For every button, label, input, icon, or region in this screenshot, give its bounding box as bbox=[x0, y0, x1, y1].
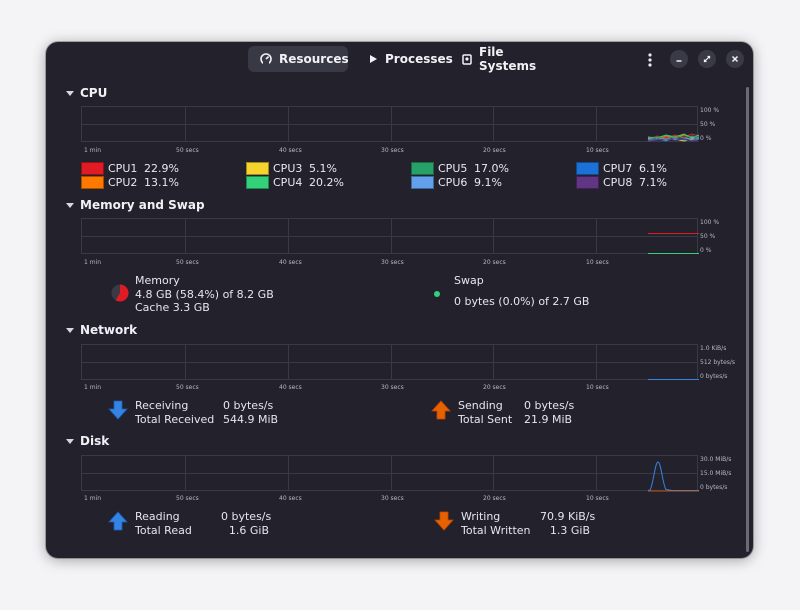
header-bar: Resources Processes File Systems bbox=[46, 42, 753, 78]
memory-label: Memory bbox=[135, 274, 180, 287]
tab-processes[interactable]: Processes bbox=[356, 46, 453, 72]
tab-file-systems-label: File Systems bbox=[479, 45, 537, 73]
network-graph bbox=[81, 344, 699, 380]
cpu-graph bbox=[81, 106, 699, 142]
send-arrow-icon bbox=[431, 400, 451, 424]
memory-history-lines bbox=[648, 233, 699, 254]
cpu-history-lines bbox=[647, 133, 699, 142]
write-arrow-icon bbox=[434, 511, 454, 535]
play-icon bbox=[368, 54, 378, 64]
maximize-button[interactable] bbox=[698, 50, 716, 68]
minimize-button[interactable] bbox=[670, 50, 688, 68]
cpu8-legend[interactable]: CPU8 7.1% bbox=[576, 176, 667, 189]
swap-label: Swap bbox=[454, 274, 484, 287]
color-swatch bbox=[576, 176, 599, 189]
disk-write-labels: Writing Total Written bbox=[461, 510, 531, 537]
memory-stats: Memory 4.8 GB (58.4%) of 8.2 GB Cache 3.… bbox=[135, 274, 274, 315]
network-send-values: 0 bytes/s 21.9 MiB bbox=[524, 399, 575, 426]
disk-time-axis: 1 min 50 secs 40 secs 30 secs 20 secs 10… bbox=[84, 495, 609, 502]
color-swatch bbox=[246, 176, 269, 189]
scrollbar[interactable] bbox=[746, 87, 749, 552]
close-icon bbox=[731, 55, 739, 63]
system-monitor-window: Resources Processes File Systems bbox=[46, 42, 753, 558]
network-history-lines bbox=[648, 379, 699, 380]
gauge-icon bbox=[260, 53, 272, 65]
disk-history-lines bbox=[647, 461, 699, 492]
network-send-labels: Sending Total Sent bbox=[458, 399, 513, 426]
color-swatch bbox=[81, 176, 104, 189]
cpu-section-title: CPU bbox=[80, 86, 108, 100]
cpu-y-axis: 100 % 50 % 0 % bbox=[700, 107, 720, 142]
swap-usage: 0 bytes (0.0%) of 2.7 GB bbox=[454, 294, 590, 308]
swap-stats: Swap 0 bytes (0.0%) of 2.7 GB bbox=[454, 274, 589, 308]
cpu6-legend[interactable]: CPU6 9.1% bbox=[411, 176, 502, 189]
memory-section-title: Memory and Swap bbox=[80, 198, 205, 212]
memory-time-axis: 1 min 50 secs 40 secs 30 secs 20 secs 10… bbox=[84, 259, 609, 266]
cpu7-legend[interactable]: CPU7 6.1% bbox=[576, 162, 667, 175]
memory-pie-icon bbox=[110, 283, 130, 307]
memory-usage: 4.8 GB (58.4%) of 8.2 GB bbox=[135, 287, 274, 301]
disk-read-labels: Reading Total Read bbox=[135, 510, 192, 537]
disk-icon bbox=[462, 53, 472, 65]
kebab-menu-icon bbox=[648, 53, 652, 67]
color-swatch bbox=[81, 162, 104, 175]
disk-y-axis: 30.0 MiB/s 15.0 MiB/s 0 bytes/s bbox=[700, 456, 732, 491]
disk-section-title: Disk bbox=[80, 434, 110, 448]
cpu3-legend[interactable]: CPU3 5.1% bbox=[246, 162, 337, 175]
expand-triangle-icon bbox=[66, 90, 74, 96]
expand-triangle-icon bbox=[66, 327, 74, 333]
tab-processes-label: Processes bbox=[385, 52, 453, 66]
cpu1-legend[interactable]: CPU1 22.9% bbox=[81, 162, 179, 175]
disk-graph bbox=[81, 455, 699, 492]
color-swatch bbox=[411, 176, 434, 189]
main-menu-button[interactable] bbox=[640, 50, 660, 70]
network-time-axis: 1 min 50 secs 40 secs 30 secs 20 secs 10… bbox=[84, 384, 609, 391]
tab-file-systems[interactable]: File Systems bbox=[450, 45, 562, 73]
disk-section-header[interactable]: Disk bbox=[66, 434, 109, 448]
disk-write-values: 70.9 KiB/s 1.3 GiB bbox=[540, 510, 596, 537]
cpu-time-axis: 1 min 50 secs 40 secs 30 secs 20 secs 10… bbox=[84, 147, 609, 154]
color-swatch bbox=[411, 162, 434, 175]
color-swatch bbox=[246, 162, 269, 175]
network-y-axis: 1.0 KiB/s 512 bytes/s 0 bytes/s bbox=[700, 345, 736, 380]
memory-section-header[interactable]: Memory and Swap bbox=[66, 198, 205, 212]
tab-resources[interactable]: Resources bbox=[248, 46, 349, 72]
memory-cache: Cache 3.3 GB bbox=[135, 301, 210, 314]
minimize-icon bbox=[676, 60, 682, 62]
color-swatch bbox=[576, 162, 599, 175]
cpu5-legend[interactable]: CPU5 17.0% bbox=[411, 162, 509, 175]
expand-triangle-icon bbox=[66, 438, 74, 444]
memory-y-axis: 100 % 50 % 0 % bbox=[700, 219, 720, 254]
memory-graph bbox=[81, 218, 699, 254]
close-button[interactable] bbox=[726, 50, 744, 68]
network-receive-values: 0 bytes/s 544.9 MiB bbox=[223, 399, 279, 426]
network-receive-labels: Receiving Total Received bbox=[135, 399, 215, 426]
disk-read-values: 0 bytes/s 1.6 GiB bbox=[221, 510, 272, 537]
cpu4-legend[interactable]: CPU4 20.2% bbox=[246, 176, 344, 189]
swap-indicator-icon bbox=[434, 291, 440, 297]
cpu2-legend[interactable]: CPU2 13.1% bbox=[81, 176, 179, 189]
tab-resources-label: Resources bbox=[279, 52, 349, 66]
cpu-section-header[interactable]: CPU bbox=[66, 86, 107, 100]
read-arrow-icon bbox=[108, 511, 128, 535]
network-section-title: Network bbox=[80, 323, 138, 337]
maximize-icon bbox=[703, 55, 711, 63]
network-section-header[interactable]: Network bbox=[66, 323, 137, 337]
expand-triangle-icon bbox=[66, 202, 74, 208]
receive-arrow-icon bbox=[108, 400, 128, 424]
